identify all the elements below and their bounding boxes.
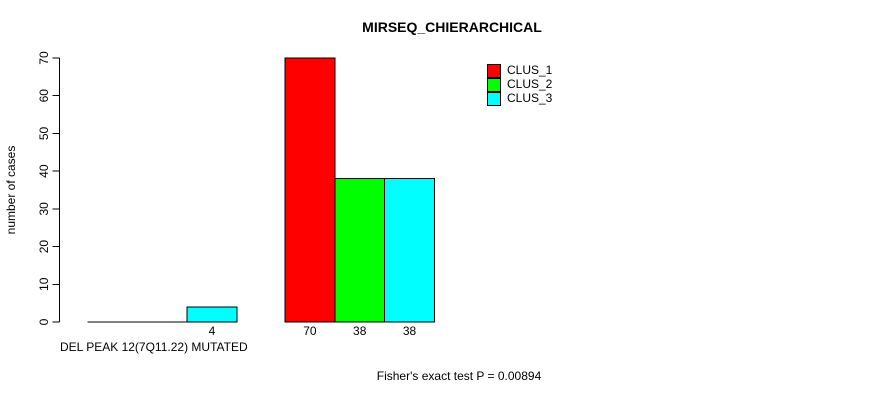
bar-value-label: 70 xyxy=(303,324,317,338)
legend-label-clus_1: CLUS_1 xyxy=(507,63,553,77)
bar-clus_2-group2 xyxy=(334,178,386,323)
fisher-test-note: Fisher's exact test P = 0.00894 xyxy=(376,369,542,383)
legend-row-clus_1: CLUS_1 xyxy=(487,63,553,78)
legend-label-clus_2: CLUS_2 xyxy=(507,77,553,91)
legend-label-clus_3: CLUS_3 xyxy=(507,91,553,105)
bar-value-label: 4 xyxy=(209,324,216,338)
legend-swatch-clus_1 xyxy=(487,63,501,78)
legend-swatch-clus_2 xyxy=(487,77,501,92)
legend-row-clus_3: CLUS_3 xyxy=(487,91,553,106)
y-tick-label: 30 xyxy=(37,202,51,216)
y-tick-label: 60 xyxy=(37,89,51,103)
y-tick-label: 70 xyxy=(37,51,51,65)
bar-value-label: 38 xyxy=(403,324,417,338)
y-tick-label: 40 xyxy=(37,164,51,178)
y-tick-label: 50 xyxy=(37,126,51,140)
y-tick-label: 10 xyxy=(37,277,51,291)
bar-clus_3-group1 xyxy=(186,306,238,323)
legend-row-clus_2: CLUS_2 xyxy=(487,77,553,92)
y-tick-label: 0 xyxy=(37,318,51,325)
legend-swatch-clus_3 xyxy=(487,91,501,106)
chart-title: MIRSEQ_CHIERARCHICAL xyxy=(362,19,542,35)
bar-value-label: 38 xyxy=(353,324,367,338)
legend: CLUS_1 CLUS_2 CLUS_3 xyxy=(487,63,553,106)
bar-clus_1-group2 xyxy=(284,57,336,323)
y-tick-label: 20 xyxy=(37,240,51,254)
y-axis-label: number of cases xyxy=(4,145,18,235)
bar-clus_3-group2 xyxy=(384,178,435,323)
x-axis-label: DEL PEAK 12(7Q11.22) MUTATED xyxy=(60,340,248,354)
